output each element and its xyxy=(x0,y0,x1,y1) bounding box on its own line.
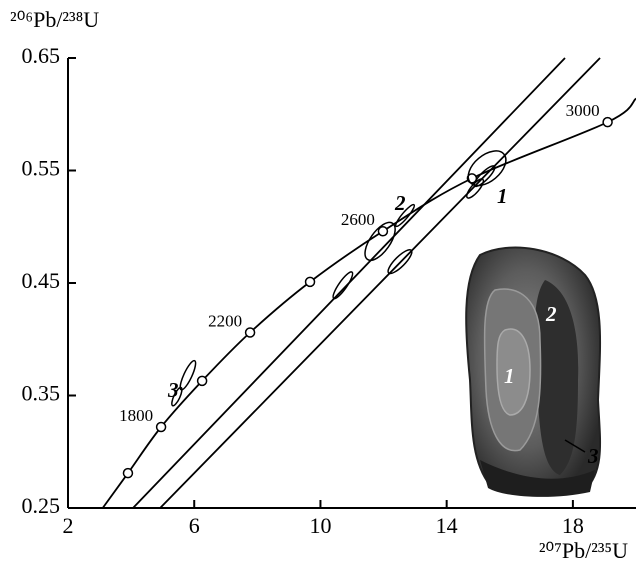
age-label: 2200 xyxy=(208,311,242,330)
error-ellipse xyxy=(178,359,199,391)
chart: ²⁰⁶Pb/²³⁸U ²⁰⁷Pb/²³⁵U 0.25 0.35 0.45 0.55 0.… xyxy=(0,0,636,568)
error-ellipse xyxy=(330,270,355,301)
age-label: 2600 xyxy=(341,210,375,229)
age-point xyxy=(198,376,207,385)
ellipse-group-label: 2 xyxy=(394,191,406,215)
x-tick-label: 6 xyxy=(189,513,200,538)
y-tick-label: 0.65 xyxy=(22,43,61,68)
age-point xyxy=(378,227,387,236)
age-point xyxy=(306,277,315,286)
x-tick-label: 14 xyxy=(436,513,458,538)
inset-label: 2 xyxy=(545,302,557,326)
y-tick-label: 0.25 xyxy=(22,493,61,518)
age-label: 3000 xyxy=(566,101,600,120)
inset-label: 3 xyxy=(587,444,599,468)
y-tick-label: 0.35 xyxy=(22,381,61,406)
inset-grain xyxy=(466,248,600,497)
x-tick-label: 2 xyxy=(63,513,74,538)
x-tick-label: 18 xyxy=(562,513,584,538)
age-point xyxy=(123,469,132,478)
y-tick-label: 0.45 xyxy=(22,268,61,293)
y-tick-label: 0.55 xyxy=(22,156,61,181)
x-tick-label: 10 xyxy=(309,513,331,538)
inset-label: 1 xyxy=(504,364,515,388)
y-axis-label: ²⁰⁶Pb/²³⁸U xyxy=(10,7,99,32)
age-point xyxy=(603,118,612,127)
age-label: 1800 xyxy=(119,406,153,425)
ellipse-group-label: 3 xyxy=(167,378,179,402)
age-point xyxy=(157,423,166,432)
ellipse-group-label: 1 xyxy=(497,184,508,208)
age-point xyxy=(246,328,255,337)
x-axis-label: ²⁰⁷Pb/²³⁵U xyxy=(539,538,628,563)
